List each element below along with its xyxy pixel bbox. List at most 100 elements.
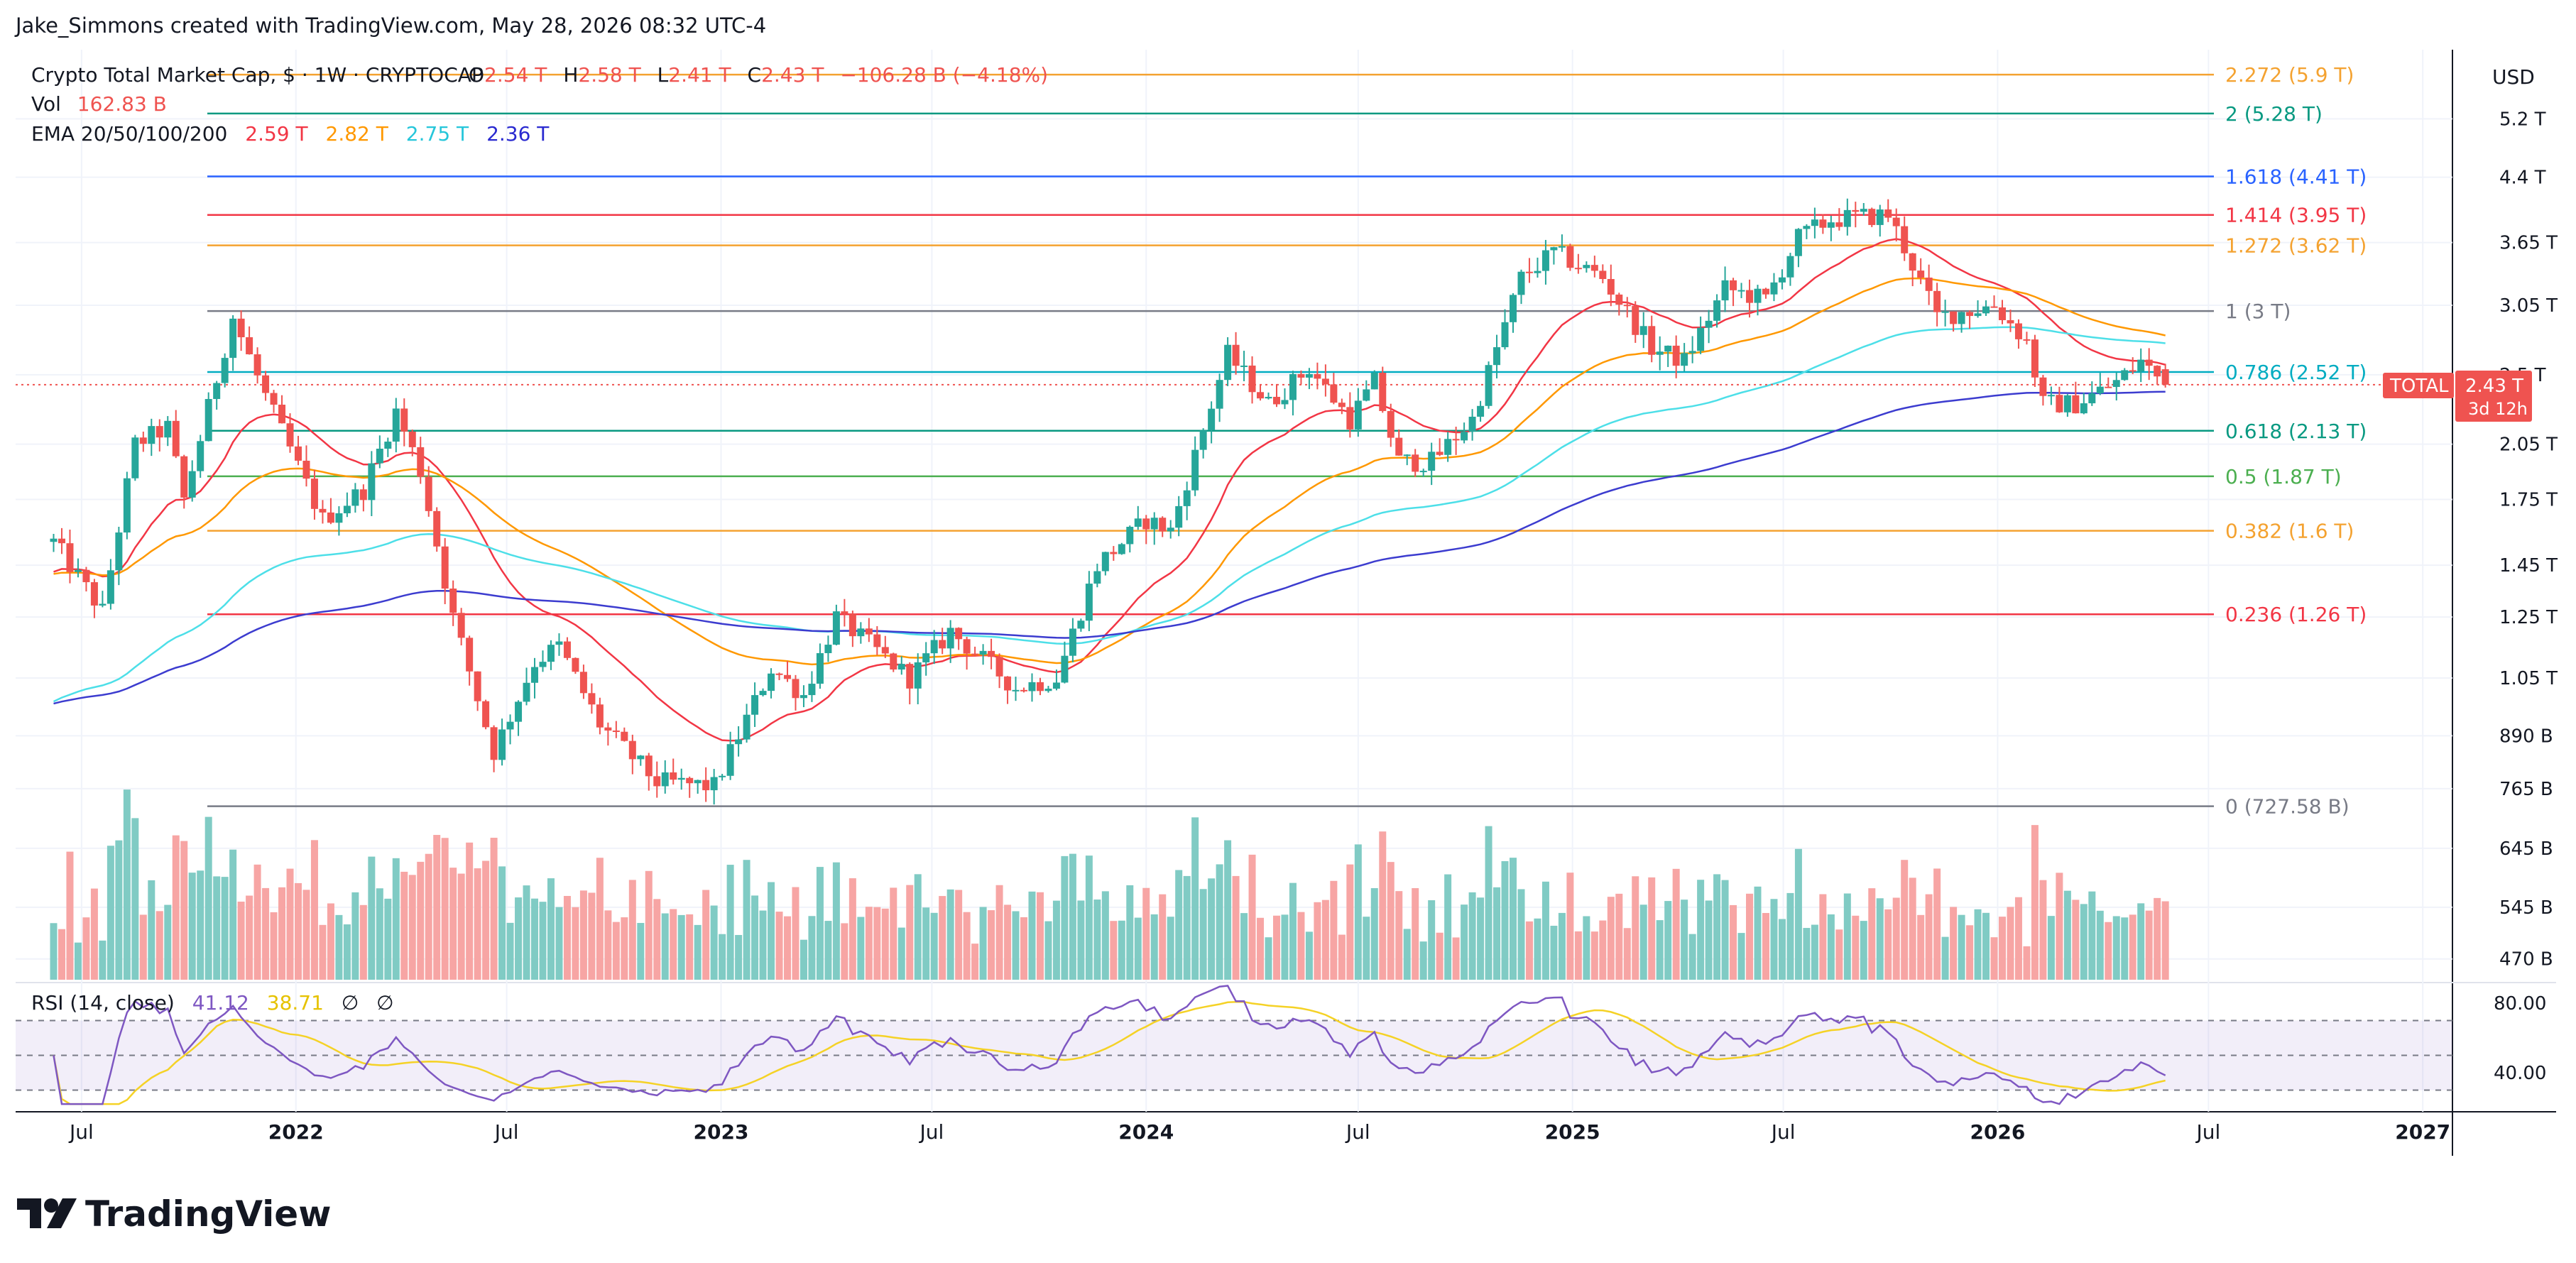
candle[interactable] — [148, 418, 155, 456]
candle[interactable] — [1835, 208, 1843, 231]
candle[interactable] — [1167, 520, 1174, 539]
candle[interactable] — [1232, 332, 1240, 375]
candle[interactable] — [1004, 676, 1012, 704]
candle[interactable] — [188, 460, 196, 502]
candle[interactable] — [482, 699, 490, 730]
candle[interactable] — [82, 567, 90, 592]
candle[interactable] — [694, 780, 702, 794]
candle[interactable] — [719, 774, 726, 781]
candle[interactable] — [417, 437, 425, 484]
candle[interactable] — [1069, 618, 1076, 662]
candle[interactable] — [946, 620, 954, 663]
candle[interactable] — [1012, 677, 1020, 701]
hidden-icon[interactable]: ∅ — [342, 991, 359, 1015]
candle[interactable] — [531, 657, 539, 699]
candle[interactable] — [547, 640, 555, 670]
candle[interactable] — [246, 326, 253, 355]
candle[interactable] — [408, 429, 416, 456]
candle[interactable] — [914, 653, 922, 704]
candle[interactable] — [824, 635, 832, 662]
candle[interactable] — [816, 643, 824, 689]
candle[interactable] — [1093, 563, 1101, 588]
candle[interactable] — [881, 635, 889, 658]
candle[interactable] — [221, 353, 229, 388]
candle[interactable] — [2129, 357, 2136, 374]
candle[interactable] — [1477, 400, 1485, 422]
candle[interactable] — [115, 526, 123, 586]
candle[interactable] — [1395, 429, 1403, 456]
candle[interactable] — [1999, 300, 2006, 324]
candle[interactable] — [131, 434, 139, 481]
candle[interactable] — [768, 668, 775, 699]
candle[interactable] — [164, 416, 172, 447]
candle[interactable] — [1485, 361, 1492, 409]
candle[interactable] — [572, 657, 579, 674]
candle[interactable] — [661, 760, 669, 794]
candle[interactable] — [1811, 207, 1818, 239]
candle[interactable] — [197, 434, 204, 478]
candle[interactable] — [1827, 215, 1835, 241]
candle[interactable] — [1028, 673, 1036, 702]
candle[interactable] — [515, 700, 523, 736]
candle[interactable] — [335, 506, 343, 536]
candle[interactable] — [286, 413, 294, 453]
candle[interactable] — [1681, 343, 1688, 372]
candle[interactable] — [310, 469, 318, 520]
candle[interactable] — [995, 653, 1003, 689]
candle[interactable] — [1639, 312, 1647, 349]
candle[interactable] — [588, 683, 596, 714]
candle[interactable] — [848, 611, 856, 647]
candle[interactable] — [897, 656, 905, 675]
candle[interactable] — [1321, 364, 1329, 397]
candle[interactable] — [1363, 380, 1370, 402]
candle[interactable] — [1550, 246, 1558, 265]
candle[interactable] — [1240, 351, 1248, 382]
candle[interactable] — [1852, 202, 1860, 228]
candle[interactable] — [433, 507, 441, 552]
candle[interactable] — [930, 630, 938, 665]
hidden-icon[interactable]: ∅ — [376, 991, 393, 1015]
candle[interactable] — [1428, 442, 1436, 486]
candle[interactable] — [180, 454, 188, 509]
legend-volume[interactable]: Vol 162.83 B — [31, 92, 167, 116]
candle[interactable] — [1713, 294, 1721, 328]
candle[interactable] — [2145, 348, 2153, 381]
candle[interactable] — [1762, 288, 1769, 299]
candle[interactable] — [1338, 398, 1346, 415]
candle[interactable] — [906, 662, 914, 705]
candle[interactable] — [628, 734, 636, 775]
candle[interactable] — [743, 704, 751, 743]
candle[interactable] — [1159, 516, 1167, 537]
candle[interactable] — [979, 644, 987, 665]
candle[interactable] — [579, 665, 587, 699]
candle[interactable] — [1819, 214, 1827, 234]
candle[interactable] — [1403, 454, 1411, 466]
candle[interactable] — [1566, 244, 1574, 271]
candle[interactable] — [90, 579, 98, 618]
candle[interactable] — [139, 431, 147, 452]
candle[interactable] — [376, 435, 383, 469]
candle[interactable] — [1370, 370, 1378, 390]
candle[interactable] — [449, 580, 457, 626]
candle[interactable] — [368, 451, 376, 516]
candle[interactable] — [1884, 199, 1892, 222]
candle[interactable] — [1909, 253, 1916, 287]
candle[interactable] — [857, 622, 865, 644]
candle[interactable] — [1452, 427, 1460, 455]
candle[interactable] — [890, 652, 897, 672]
candle[interactable] — [262, 371, 270, 401]
candle[interactable] — [955, 627, 963, 650]
candle[interactable] — [1061, 641, 1069, 684]
candle[interactable] — [2072, 381, 2080, 414]
candle[interactable] — [1623, 297, 1631, 318]
candle[interactable] — [2088, 381, 2096, 406]
candle[interactable] — [1990, 295, 1998, 308]
candle[interactable] — [1379, 366, 1387, 413]
candle[interactable] — [841, 598, 848, 627]
candle[interactable] — [1077, 618, 1085, 632]
candle[interactable] — [751, 682, 759, 727]
candle[interactable] — [1525, 258, 1533, 283]
candle[interactable] — [1101, 552, 1109, 576]
candle[interactable] — [677, 768, 685, 790]
legend-ema[interactable]: EMA 20/50/100/200 2.59 T 2.82 T 2.75 T 2… — [31, 122, 550, 146]
